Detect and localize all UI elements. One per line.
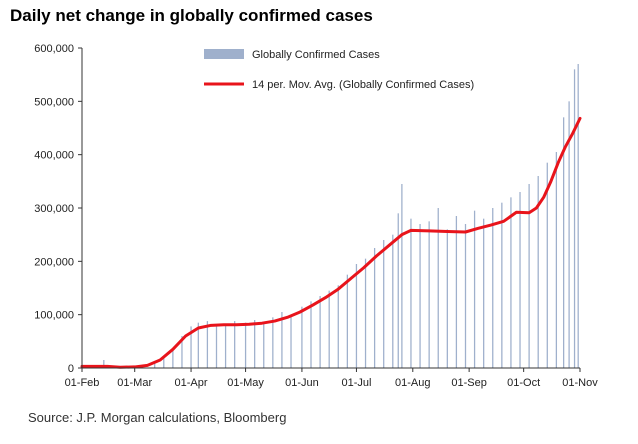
bar-globally-confirmed-cases [290,314,292,368]
y-tick-label: 0 [68,363,74,375]
source-note: Source: J.P. Morgan calculations, Bloomb… [28,410,287,425]
bar-globally-confirmed-cases [346,274,348,368]
bar-globally-confirmed-cases [215,325,218,368]
moving-average-layer [80,116,582,369]
bar-globally-confirmed-cases [163,357,165,368]
y-tick-label: 400,000 [34,150,74,162]
x-tick-label: 01-Sep [451,377,486,389]
bar-globally-confirmed-cases [154,362,156,368]
bar-globally-confirmed-cases [319,296,321,368]
bar-globally-confirmed-cases [103,360,105,368]
x-tick-label: 01-Jun [285,377,319,389]
bar-globally-confirmed-cases [310,301,312,368]
bar-globally-confirmed-cases [254,320,256,368]
bar-globally-confirmed-cases [234,321,236,368]
x-tick-label: 01-Feb [65,377,100,389]
y-tick-label: 200,000 [34,256,74,268]
bar-globally-confirmed-cases [410,218,412,368]
x-tick-label: 01-Nov [562,377,598,389]
bar-globally-confirmed-cases [464,224,467,368]
x-tick-label: 01-Mar [117,377,152,389]
x-tick-label: 01-Aug [395,377,430,389]
y-tick-label: 100,000 [34,310,74,322]
bar-globally-confirmed-cases [272,317,274,368]
bar-globally-confirmed-cases [577,64,579,368]
bar-globally-confirmed-cases [473,210,476,368]
bar-globally-confirmed-cases [563,117,565,368]
bar-globally-confirmed-cases [446,229,448,368]
moving-average-line [80,116,582,369]
bar-globally-confirmed-cases [428,221,430,368]
bar-globally-confirmed-cases [281,312,283,368]
bar-globally-confirmed-cases [181,336,183,368]
bar-globally-confirmed-cases [492,208,494,368]
bar-globally-confirmed-cases [301,306,303,368]
bar-globally-confirmed-cases [392,234,394,368]
y-tick-label: 500,000 [34,96,74,108]
x-tick-label: 01-Oct [507,377,540,389]
bar-globally-confirmed-cases [510,197,512,368]
bar-globally-confirmed-cases [383,240,385,368]
bar-globally-confirmed-cases [355,264,358,368]
bar-globally-confirmed-cases [537,176,539,368]
bars-layer [81,64,579,368]
x-tick-label: 01-May [227,377,264,389]
bar-globally-confirmed-cases [568,101,570,368]
bar-globally-confirmed-cases [337,285,339,368]
x-tick-label: 01-Apr [175,377,208,389]
bar-globally-confirmed-cases [546,162,548,368]
bar-globally-confirmed-cases [328,290,330,368]
bar-globally-confirmed-cases [244,322,247,368]
legend-label-bars: Globally Confirmed Cases [252,49,380,61]
bar-globally-confirmed-cases [519,192,521,368]
axes-layer: 0 100,000 200,000 300,000 400,000 500,000 600,… [34,43,598,389]
bar-globally-confirmed-cases [528,184,530,368]
legend-label-line: 14 per. Mov. Avg. (Globally Confirmed Ca… [252,79,474,91]
bar-globally-confirmed-cases [555,152,558,368]
y-tick-label: 300,000 [34,203,74,215]
daily-cases-chart: 0 100,000 200,000 300,000 400,000 500,000 600,… [34,43,598,389]
legend: Globally Confirmed Cases 14 per. Mov. Avg… [204,49,474,91]
x-tick-label: 01-Jul [341,377,371,389]
bar-globally-confirmed-cases [501,202,503,368]
bar-globally-confirmed-cases [401,184,403,368]
bar-globally-confirmed-cases [206,321,209,368]
bar-globally-confirmed-cases [172,349,174,368]
bar-globally-confirmed-cases [364,258,367,368]
bar-globally-confirmed-cases [190,326,192,368]
bar-globally-confirmed-cases [224,324,227,368]
bar-globally-confirmed-cases [437,208,439,368]
bar-globally-confirmed-cases [397,213,399,368]
bar-globally-confirmed-cases [419,224,421,368]
bar-globally-confirmed-cases [573,69,576,368]
bar-globally-confirmed-cases [373,248,376,368]
chart-title: Daily net change in globally confirmed c… [10,6,373,25]
legend-bar-swatch [204,49,244,59]
bar-globally-confirmed-cases [455,216,458,368]
bar-globally-confirmed-cases [483,218,485,368]
bar-globally-confirmed-cases [263,322,265,368]
y-tick-label: 600,000 [34,43,74,55]
bar-globally-confirmed-cases [197,322,199,368]
